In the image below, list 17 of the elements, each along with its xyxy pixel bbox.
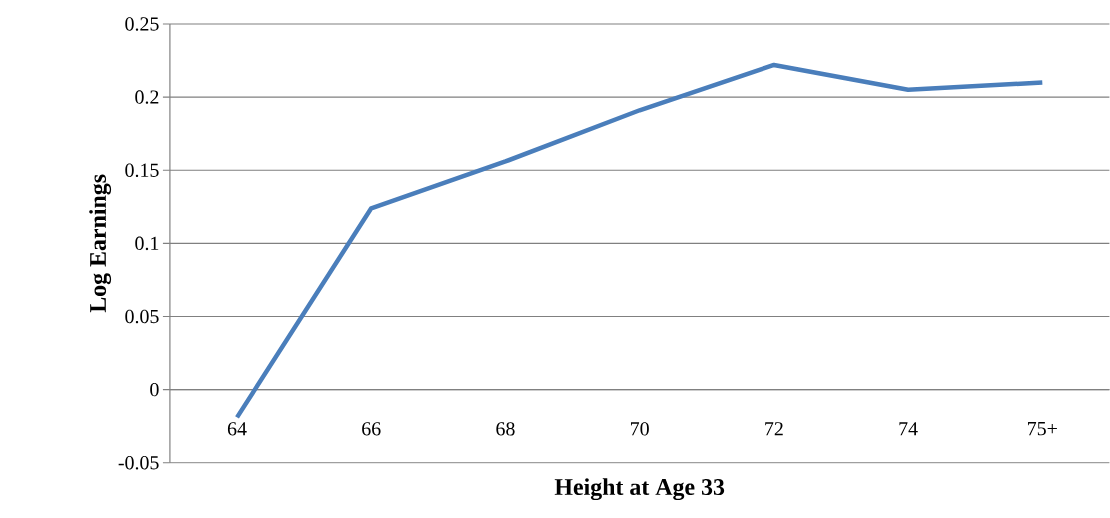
y-tick-label: 0.1 xyxy=(135,236,159,251)
y-tick-label: 0.25 xyxy=(125,17,159,31)
x-tick-label: 72 xyxy=(765,422,783,436)
y-tick-label: 0.05 xyxy=(125,309,159,324)
y-tick-label: -0.05 xyxy=(118,456,159,470)
y-tick-label: 0.15 xyxy=(125,163,159,178)
x-tick-label: 66 xyxy=(362,422,381,436)
x-tick-label: 74 xyxy=(899,422,918,436)
x-tick-label: 68 xyxy=(496,422,515,436)
x-axis-title: Height at Age 33 xyxy=(554,478,725,501)
y-axis-title: Log Earnings xyxy=(89,174,112,313)
x-tick-label: 70 xyxy=(631,422,649,436)
x-tick-label: 75+ xyxy=(1028,422,1057,436)
x-tick-label: 64 xyxy=(227,422,247,436)
y-tick-label: 0 xyxy=(150,383,159,397)
line-series xyxy=(234,62,1045,420)
y-tick-label: 0.2 xyxy=(135,90,159,105)
